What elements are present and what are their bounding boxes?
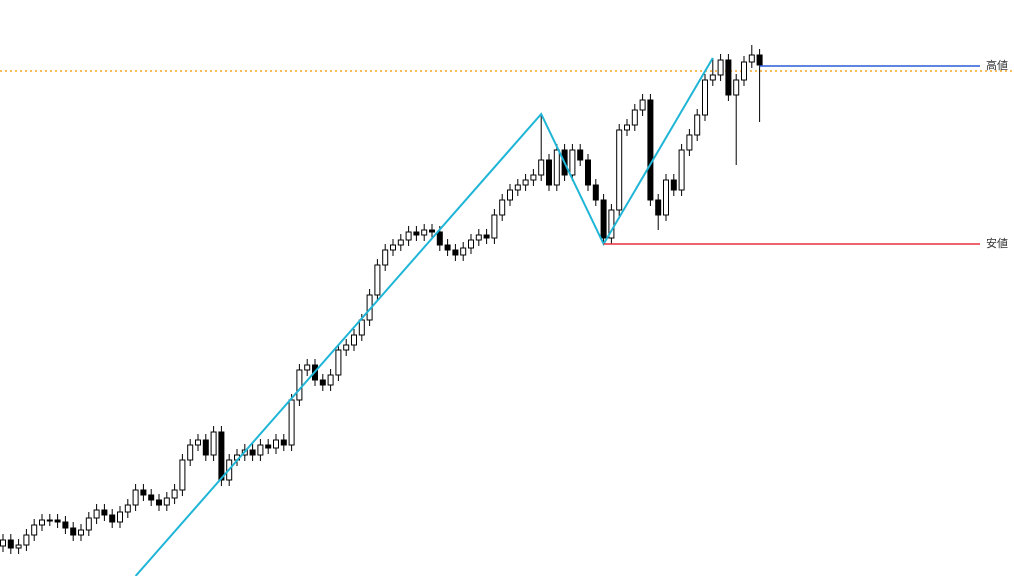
candle-body xyxy=(70,527,77,536)
candle-body xyxy=(702,79,708,116)
candle-body xyxy=(93,509,100,519)
candle-body xyxy=(335,349,342,376)
candle-body xyxy=(741,61,747,81)
candle-body xyxy=(639,99,646,111)
candle-body xyxy=(514,184,521,191)
candle-body xyxy=(522,179,529,186)
candle-body xyxy=(405,231,412,241)
candle-body xyxy=(608,209,615,239)
candle-body xyxy=(54,519,61,523)
candle-body xyxy=(15,544,22,549)
candle-body xyxy=(31,524,38,536)
candle-body xyxy=(748,54,755,63)
candle-body xyxy=(390,244,396,251)
candle-body xyxy=(124,504,131,513)
candle-body xyxy=(132,489,139,506)
candle-body xyxy=(686,134,693,151)
candle-body xyxy=(670,179,677,191)
candle-body xyxy=(109,514,116,523)
candle-body xyxy=(23,534,30,546)
candle-body xyxy=(46,519,53,522)
candle-body xyxy=(382,249,389,266)
candle-body xyxy=(343,344,350,351)
candle-body xyxy=(85,517,92,531)
candle-body xyxy=(507,189,513,201)
candle-body xyxy=(694,114,701,136)
candle-body xyxy=(265,444,272,449)
candle-body xyxy=(156,499,162,506)
candle-body xyxy=(475,234,482,241)
candle-body xyxy=(257,444,264,456)
candle-body xyxy=(553,149,560,186)
candle-body xyxy=(218,431,225,481)
candle-body xyxy=(436,231,443,246)
candle-body xyxy=(202,439,209,456)
candle-body xyxy=(600,199,607,239)
candle-body xyxy=(616,129,623,211)
candle-body xyxy=(546,159,552,186)
candle-body xyxy=(140,489,147,496)
candle-body xyxy=(483,234,490,239)
candle-body xyxy=(195,439,201,446)
candle-body xyxy=(280,439,287,446)
zigzag-line xyxy=(134,57,714,576)
candle-body xyxy=(592,184,599,201)
candle-body xyxy=(358,319,365,336)
candle-body xyxy=(468,239,474,249)
candle-body xyxy=(351,334,357,346)
candle-body xyxy=(733,79,740,96)
candle-body xyxy=(117,511,123,523)
candle-body xyxy=(460,247,467,256)
candle-body xyxy=(171,489,178,499)
candle-body xyxy=(210,431,217,456)
candle-body xyxy=(288,399,295,446)
candle-body xyxy=(577,149,584,161)
candle-body xyxy=(538,159,545,176)
candle-body xyxy=(717,59,724,76)
candle-body xyxy=(725,59,732,96)
candle-body xyxy=(148,494,155,501)
candle-body xyxy=(397,239,404,246)
candle-body xyxy=(78,529,84,536)
candle-body xyxy=(7,539,14,549)
candle-body xyxy=(585,159,591,186)
candle-body xyxy=(421,229,428,236)
candle-body xyxy=(624,124,630,131)
candle-body xyxy=(413,231,420,236)
candle-body xyxy=(374,264,381,296)
candle-body xyxy=(444,244,451,251)
candle-body xyxy=(319,379,326,386)
candle-body xyxy=(296,369,303,401)
candle-body xyxy=(631,109,638,126)
candle-body xyxy=(249,449,256,456)
candle-body xyxy=(273,439,279,449)
candle-body xyxy=(655,199,662,216)
candle-body xyxy=(62,521,69,529)
candle-body xyxy=(327,374,334,386)
candle-body xyxy=(569,149,576,176)
level-label: 高値 xyxy=(986,58,1008,72)
candle-body xyxy=(709,74,716,81)
candle-body xyxy=(187,444,194,461)
candle-body xyxy=(530,174,537,181)
level-label: 安値 xyxy=(986,236,1008,250)
candle-body xyxy=(678,149,685,191)
candle-body xyxy=(304,364,311,371)
candle-body xyxy=(101,509,108,516)
candle-body xyxy=(647,99,654,201)
candle-body xyxy=(491,214,498,239)
candle-body xyxy=(0,539,6,547)
candle-body xyxy=(452,249,459,256)
candle-body xyxy=(499,199,506,216)
candle-body xyxy=(756,54,763,66)
candle-body xyxy=(429,229,435,233)
candle-body xyxy=(163,497,170,506)
candle-body xyxy=(179,459,186,491)
candle-body xyxy=(663,179,669,216)
candle-body xyxy=(39,519,45,526)
